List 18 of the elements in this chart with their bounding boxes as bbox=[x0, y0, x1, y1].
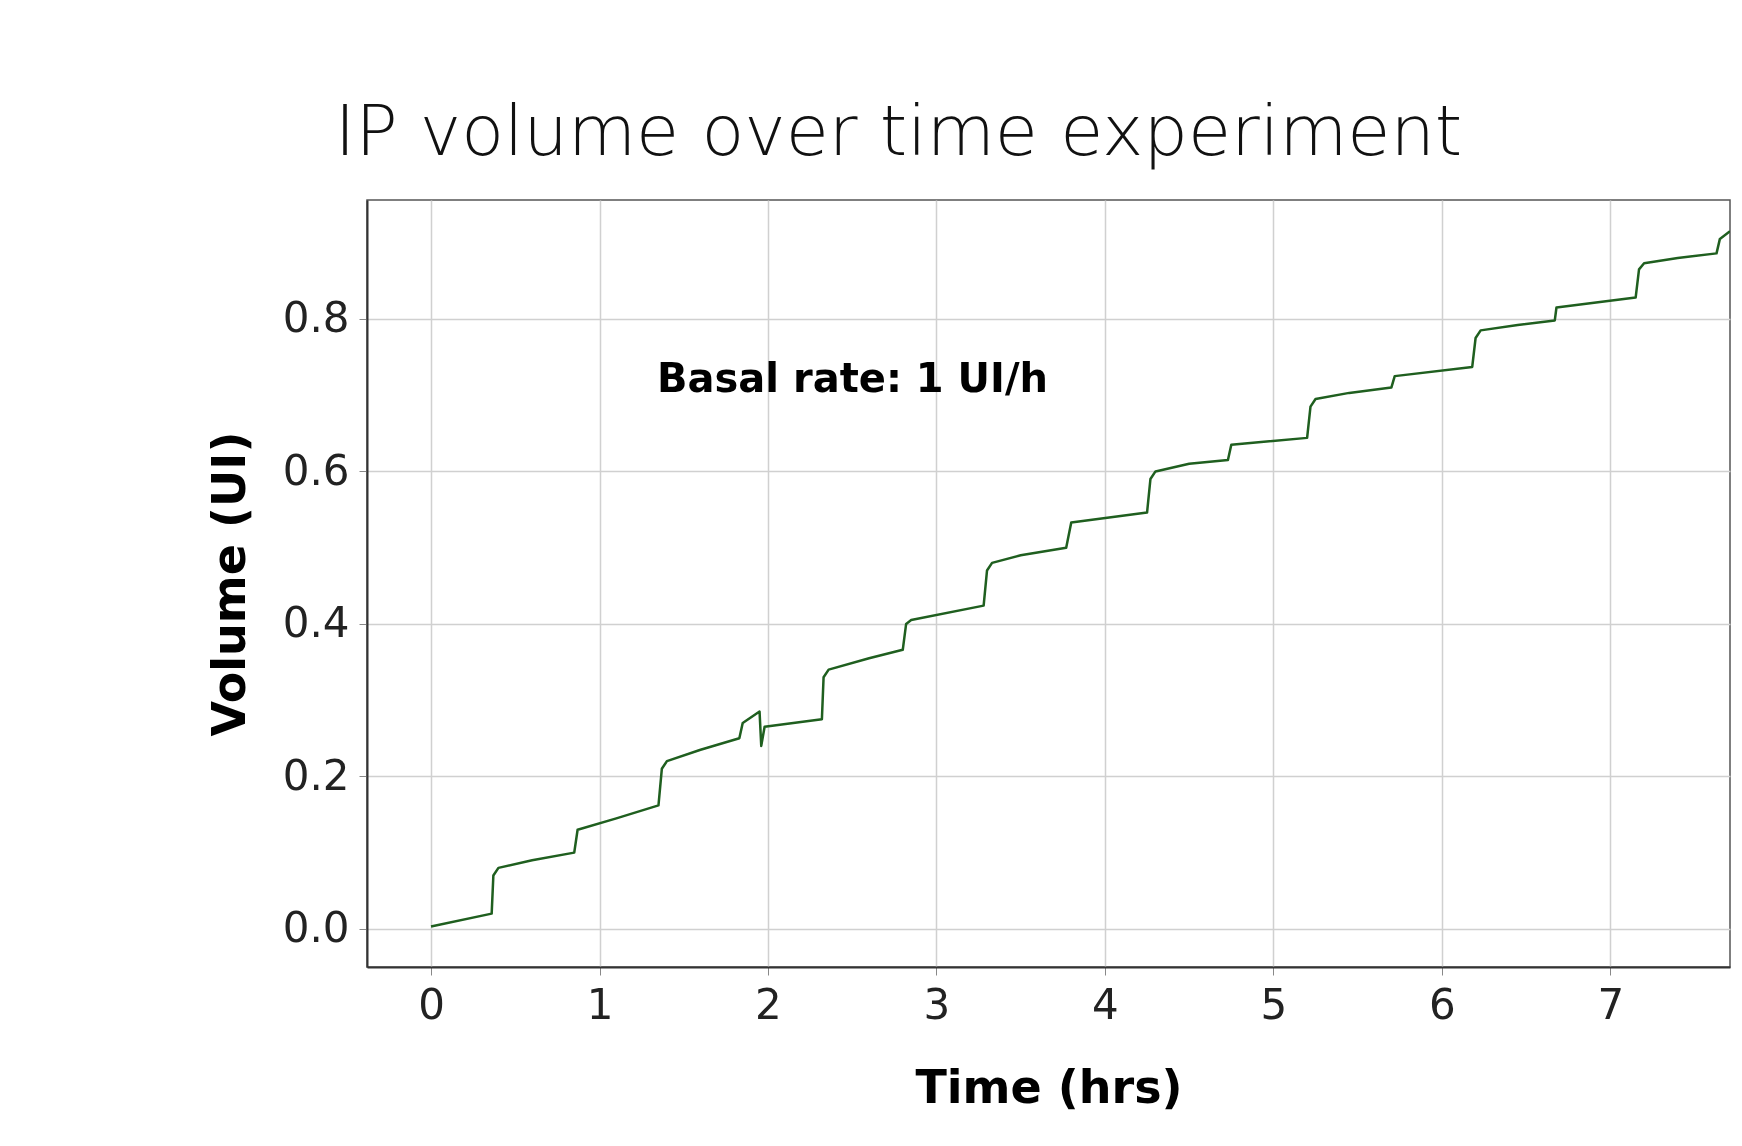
x-tick-label: 7 bbox=[1597, 979, 1625, 1029]
y-tick-label: 0.8 bbox=[282, 293, 350, 343]
y-tick-label: 0.6 bbox=[282, 445, 350, 495]
y-tick-label: 0.4 bbox=[282, 598, 350, 648]
y-axis-title: Volume (UI) bbox=[201, 431, 256, 737]
chart-title: IP volume over time experiment bbox=[334, 90, 1463, 172]
x-tick-label: 6 bbox=[1429, 979, 1456, 1029]
x-axis-title: Time (hrs) bbox=[915, 1059, 1183, 1114]
x-tick-label: 0 bbox=[418, 979, 445, 1029]
x-tick-label: 5 bbox=[1260, 979, 1288, 1029]
y-tick-label: 0.2 bbox=[282, 750, 350, 800]
y-tick-label: 0.0 bbox=[282, 903, 350, 953]
x-tick-label: 2 bbox=[755, 979, 782, 1029]
x-tick-label: 4 bbox=[1092, 979, 1119, 1029]
annotation: Basal rate: 1 UI/h bbox=[657, 355, 1049, 401]
line-series bbox=[429, 230, 1730, 928]
x-tick-label: 1 bbox=[586, 979, 614, 1029]
x-tick-label: 3 bbox=[923, 979, 951, 1029]
